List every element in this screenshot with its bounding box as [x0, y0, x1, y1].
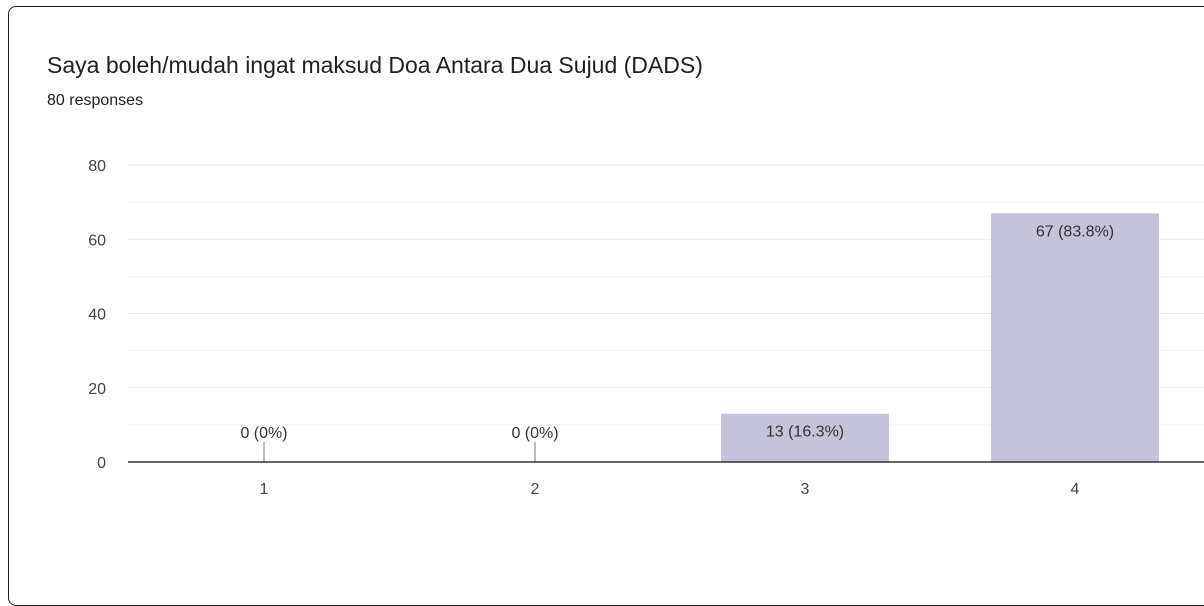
- x-tick-label: 2: [531, 481, 540, 498]
- response-count: 80 responses: [47, 92, 144, 109]
- bar-3: [721, 413, 889, 462]
- data-label-1: 0 (0%): [240, 425, 287, 442]
- y-tick-label: 40: [88, 307, 106, 324]
- data-label-4: 67 (83.8%): [1036, 223, 1114, 240]
- x-tick-label: 3: [801, 481, 810, 498]
- chart-title: Saya boleh/mudah ingat maksud Doa Antara…: [47, 52, 703, 78]
- bar-chart: 0 20 40 60 80 0 (0%) 1 0 (0%) 2 13 (16.3%) 3 67 (83…: [88, 158, 1204, 498]
- data-label-3: 13 (16.3%): [766, 424, 844, 441]
- y-tick-label: 0: [97, 455, 106, 472]
- y-tick-label: 20: [88, 381, 106, 398]
- x-tick-label: 4: [1071, 481, 1080, 498]
- bar-4: [991, 213, 1159, 462]
- data-label-2: 0 (0%): [511, 425, 558, 442]
- x-tick-label: 1: [260, 481, 269, 498]
- y-tick-label: 60: [88, 232, 106, 249]
- y-tick-label: 80: [88, 158, 106, 175]
